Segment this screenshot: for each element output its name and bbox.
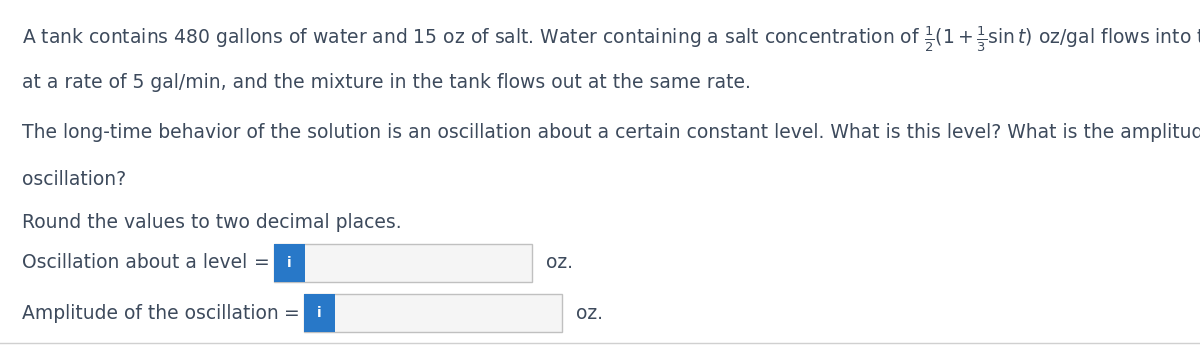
Text: Round the values to two decimal places.: Round the values to two decimal places. bbox=[22, 213, 401, 232]
Text: =: = bbox=[253, 254, 270, 272]
Text: Oscillation about a level: Oscillation about a level bbox=[22, 254, 247, 272]
Text: oz.: oz. bbox=[576, 304, 604, 322]
Text: i: i bbox=[287, 256, 292, 270]
Text: oscillation?: oscillation? bbox=[22, 170, 126, 189]
Text: =: = bbox=[283, 304, 300, 322]
FancyBboxPatch shape bbox=[304, 294, 335, 332]
Text: The long-time behavior of the solution is an oscillation about a certain constan: The long-time behavior of the solution i… bbox=[22, 123, 1200, 142]
Text: A tank contains 480 gallons of water and 15 oz of salt. Water containing a salt : A tank contains 480 gallons of water and… bbox=[22, 24, 1200, 54]
Text: Amplitude of the oscillation: Amplitude of the oscillation bbox=[22, 304, 278, 322]
Text: i: i bbox=[317, 306, 322, 320]
FancyBboxPatch shape bbox=[274, 244, 532, 282]
FancyBboxPatch shape bbox=[274, 244, 305, 282]
Text: at a rate of 5 gal/min, and the mixture in the tank flows out at the same rate.: at a rate of 5 gal/min, and the mixture … bbox=[22, 73, 750, 92]
Text: oz.: oz. bbox=[546, 254, 574, 272]
FancyBboxPatch shape bbox=[304, 294, 562, 332]
